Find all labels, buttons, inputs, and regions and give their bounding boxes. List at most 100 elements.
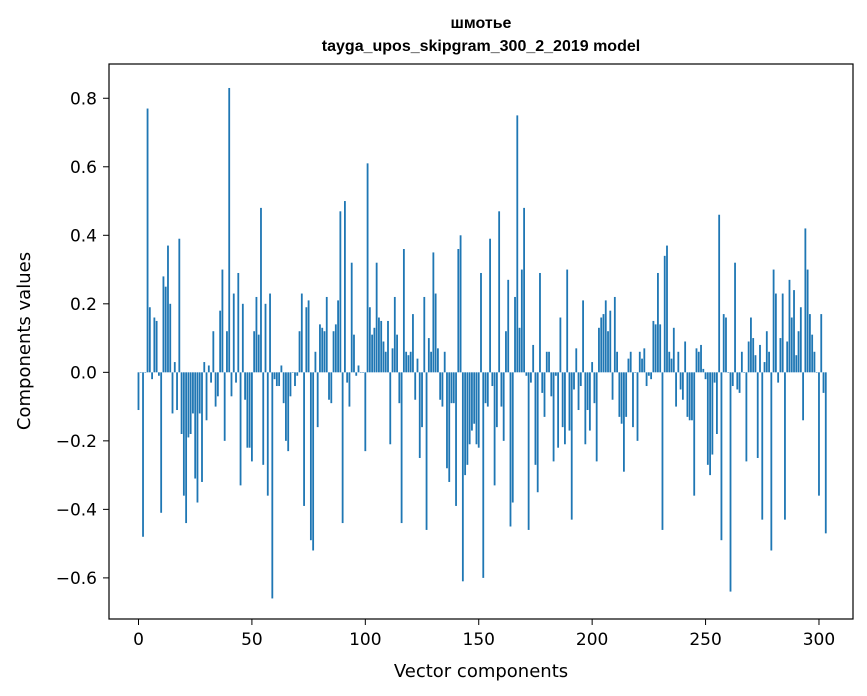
bar [661, 372, 664, 530]
bar [153, 317, 156, 373]
bar [364, 372, 367, 452]
bar [353, 334, 355, 373]
bar [573, 372, 575, 390]
bar [248, 372, 251, 448]
bar [564, 372, 566, 445]
bar [802, 372, 804, 421]
bar [688, 372, 691, 421]
bar [809, 314, 811, 373]
bar [359, 372, 362, 373]
bar [346, 372, 349, 383]
bar [482, 372, 485, 578]
axis-ticks: 0 50 100 150 200 250 300 −0.6 −0.4 −0.2 0.0 0.2 0.4 0… [56, 89, 835, 650]
bar [189, 372, 192, 434]
bar [287, 372, 290, 452]
bar [452, 372, 455, 404]
bar [312, 372, 315, 551]
y-tick-label: 0.2 [70, 295, 97, 315]
bar [575, 348, 578, 373]
bar [205, 372, 208, 421]
bar [271, 372, 274, 599]
bar [579, 372, 582, 387]
bar [709, 372, 711, 476]
bar [790, 317, 793, 373]
bar [158, 372, 160, 376]
bar [586, 372, 589, 411]
bar [618, 372, 621, 417]
bar [303, 372, 305, 506]
x-tick-label: 100 [349, 630, 381, 650]
bar [171, 372, 174, 414]
chart-title: шмотье [451, 15, 512, 32]
y-tick-label: −0.6 [56, 569, 97, 589]
bar [595, 372, 598, 462]
bar [548, 351, 550, 373]
bar [309, 372, 312, 541]
x-tick-label: 0 [133, 630, 144, 650]
bar [514, 296, 516, 373]
x-tick-label: 50 [241, 630, 263, 650]
bar [700, 344, 702, 373]
bar [144, 372, 147, 373]
bar [443, 351, 446, 373]
bar [532, 344, 535, 373]
bar [736, 372, 739, 390]
bar [280, 365, 283, 373]
bar [756, 372, 759, 458]
bar [799, 307, 802, 373]
bar [418, 372, 421, 458]
bar [527, 372, 530, 530]
bar [334, 324, 337, 373]
bar [491, 372, 494, 387]
bar [584, 372, 587, 445]
bar [185, 372, 188, 524]
bar [750, 317, 752, 373]
bar [391, 348, 394, 373]
bar [405, 351, 408, 373]
bar [822, 372, 825, 393]
bar [400, 372, 403, 524]
bar [439, 372, 442, 400]
bar [784, 372, 786, 520]
bar [421, 372, 423, 428]
bar [629, 351, 632, 373]
bar [235, 372, 237, 383]
bar [818, 372, 820, 496]
bar [566, 269, 569, 373]
bar [804, 228, 807, 373]
bar [598, 327, 600, 373]
bar [425, 372, 428, 530]
plot-frame [108, 63, 854, 620]
bar [257, 334, 260, 373]
bar [752, 338, 755, 373]
bar [187, 372, 190, 438]
bar [716, 372, 718, 434]
bar [389, 372, 392, 445]
bar [781, 293, 784, 373]
bar [328, 372, 330, 400]
bar [167, 245, 169, 373]
y-axis-label: Components values [14, 252, 35, 430]
bar [475, 372, 478, 445]
bar [244, 372, 246, 400]
bar [414, 372, 417, 400]
bar [160, 372, 163, 513]
bar [350, 262, 353, 373]
bar [448, 372, 451, 482]
bar [713, 372, 716, 383]
bar [761, 372, 764, 520]
bar [511, 372, 514, 503]
bar [505, 331, 507, 373]
bar [672, 327, 675, 373]
bar [588, 372, 591, 431]
bar [468, 372, 471, 445]
bar [711, 372, 714, 455]
bar [260, 207, 262, 373]
bar [591, 362, 594, 373]
bar [677, 351, 680, 373]
bar [681, 372, 684, 400]
bar [668, 351, 671, 373]
bar [296, 372, 299, 376]
bar [461, 372, 464, 582]
bar [275, 372, 278, 387]
